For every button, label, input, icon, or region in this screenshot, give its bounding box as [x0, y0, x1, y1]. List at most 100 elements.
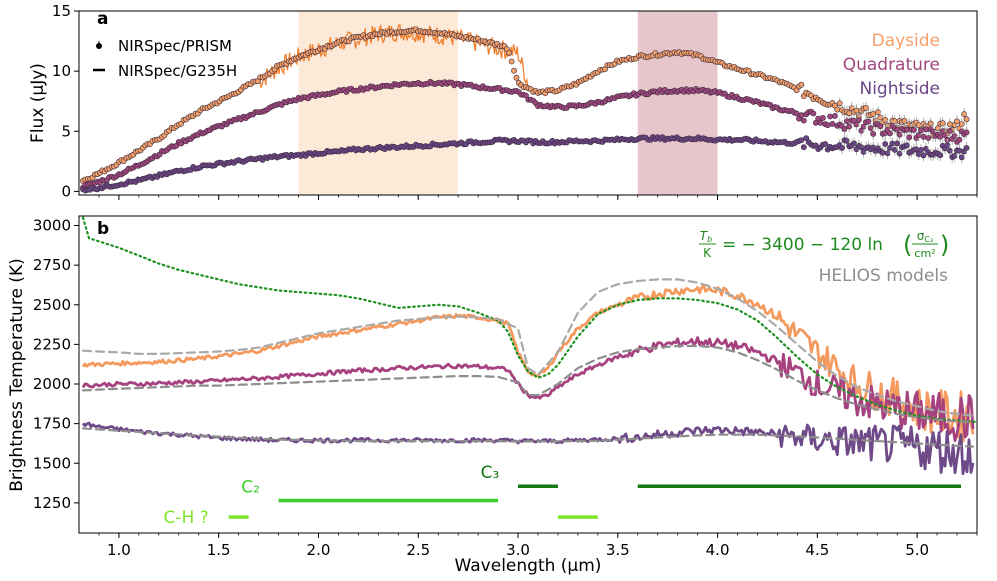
data-point [963, 116, 970, 123]
x-axis-title: Wavelength (μm) [455, 556, 602, 576]
data-point [884, 150, 891, 157]
panel-a-y-ticks: 0 5 10 15 [52, 2, 79, 200]
x-tick-label: 4.5 [805, 541, 829, 559]
data-point [844, 138, 850, 144]
data-point [882, 117, 889, 123]
y-tick-label: 2750 [33, 256, 71, 274]
data-point [863, 105, 869, 111]
shaded-band [637, 11, 718, 195]
data-point [901, 118, 908, 124]
data-point [829, 121, 836, 127]
panel-b-data [81, 216, 979, 476]
x-tick-label: 3.0 [506, 541, 530, 559]
data-point [810, 110, 817, 117]
equation-ln-numerator: σC₃ [917, 229, 933, 244]
quadrature-prism-points [80, 78, 970, 191]
data-point [920, 133, 927, 140]
legend-g235h-label: NIRSpec/G235H [118, 62, 237, 80]
data-point [867, 125, 874, 132]
data-point [798, 112, 805, 119]
equation-paren-open: ( [903, 231, 912, 259]
data-point [951, 152, 958, 159]
panel-b-letter: b [97, 219, 109, 239]
data-point [896, 131, 903, 138]
data-point [851, 140, 857, 147]
x-tick-label: 2.0 [307, 541, 331, 559]
data-point [894, 140, 901, 147]
data-point [896, 150, 903, 157]
helios-models-label: HELIOS models [819, 266, 949, 286]
panel-b-annotations: C-H ? C₂ C₃ [163, 463, 962, 528]
panel-a-data [80, 23, 970, 194]
data-point [877, 123, 884, 130]
data-point [958, 154, 965, 161]
data-point [961, 111, 968, 118]
data-point [824, 122, 831, 129]
data-point [947, 147, 953, 154]
y-tick-label: 1750 [33, 415, 71, 433]
data-point [887, 130, 893, 137]
y-tick-label: 5 [61, 122, 71, 140]
x-tick-label: 3.5 [606, 541, 630, 559]
data-point [891, 146, 898, 153]
y-tick-label: 2250 [33, 335, 71, 353]
data-point [853, 107, 860, 114]
data-point [836, 100, 843, 107]
panel-a-shaded-bands [298, 11, 718, 195]
data-point [506, 49, 513, 56]
x-tick-label: 1.5 [207, 541, 231, 559]
series-nightside [81, 421, 975, 476]
data-point [954, 118, 960, 125]
data-point [939, 120, 946, 127]
data-point [937, 152, 944, 159]
band-label: C₂ [241, 478, 260, 498]
series-c3-opacity-fit [81, 216, 979, 424]
series-helios-quadrature-model [81, 344, 975, 424]
data-point [798, 81, 805, 88]
panel-b-x-ticks: 1.0 1.5 2.0 2.5 3.0 3.5 4.0 4.5 5.0 [98, 533, 978, 559]
panel-a-legend: NIRSpec/PRISM NIRSpec/G235H [93, 37, 237, 80]
data-point [822, 141, 829, 147]
data-point [956, 147, 963, 154]
equation-rhs: = − 3400 − 120 ln [722, 235, 883, 255]
series-label-quadrature: Quadrature [843, 55, 940, 75]
data-point [839, 145, 845, 151]
panel-a-y-axis-title: Flux (μJy) [28, 63, 48, 143]
data-point [834, 106, 841, 113]
y-tick-label: 2000 [33, 375, 71, 393]
equation-paren-close: ) [940, 231, 949, 259]
nightside-prism-points [80, 134, 970, 194]
x-tick-label: 5.0 [905, 541, 929, 559]
data-point [820, 115, 826, 121]
legend-prism-label: NIRSpec/PRISM [118, 37, 232, 55]
series-helios-nightside-model [81, 427, 975, 448]
panel-b-y-ticks: 1250 1500 1750 2000 2250 2500 2750 3000 [33, 217, 79, 512]
data-point [963, 145, 970, 151]
data-point [844, 118, 850, 125]
data-point [798, 137, 805, 143]
series-helios-dayside-model [81, 278, 975, 417]
data-point [841, 125, 848, 132]
data-point [918, 127, 924, 134]
data-point [793, 110, 800, 117]
y-tick-label: 0 [61, 182, 71, 200]
data-point [511, 67, 517, 74]
shaded-band [298, 11, 459, 195]
y-tick-label: 10 [52, 62, 71, 80]
data-point [956, 136, 963, 143]
panel-a-x-ticks [98, 195, 978, 200]
data-point [800, 144, 807, 151]
data-point [870, 130, 877, 137]
x-tick-label: 2.5 [406, 541, 430, 559]
data-point [817, 119, 824, 126]
data-point [911, 126, 917, 133]
panel-b-y-axis-title: Brightness Temperature (K) [7, 258, 27, 491]
equation-lhs-denominator: K [703, 246, 712, 260]
panel-b: C-H ? C₂ C₃ 1.0 1.5 2.0 2.5 3.0 3.5 4.0 4.5 5.0 12… [7, 215, 979, 576]
y-tick-label: 15 [52, 2, 71, 20]
data-point [846, 123, 853, 130]
data-point [875, 109, 881, 116]
x-tick-label: 4.0 [706, 541, 730, 559]
panel-b-frame [78, 215, 978, 534]
